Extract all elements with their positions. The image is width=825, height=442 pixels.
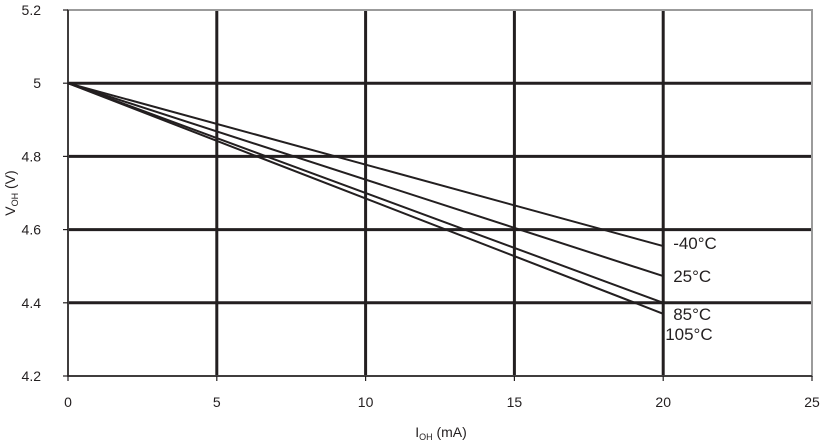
y-axis-title: VOH (V) [2,170,20,215]
series-line-1 [67,82,664,278]
series-lines [67,82,664,315]
x-tick-label-4: 20 [655,394,671,410]
y-tick-label-3: 4.8 [22,148,42,164]
series-line-0 [67,82,664,248]
plot-frame [63,9,813,381]
series-label-3: 105°C [665,325,712,344]
x-tick-label-3: 15 [507,394,523,410]
x-tick-label-0: 0 [64,394,72,410]
y-tick-label-2: 4.6 [22,222,42,238]
x-tick-label-1: 5 [213,394,221,410]
series-label-2: 85°C [673,305,711,324]
x-tick-label-2: 10 [358,394,374,410]
tick-labels: 0 5 10 15 20 25 4.2 4.4 4.6 4.8 5 5.2 [22,2,820,410]
series-label-1: 25°C [673,267,711,286]
x-axis-title: IOH (mA) [415,424,467,442]
y-tick-label-1: 4.4 [22,295,42,311]
series-label-0: -40°C [673,234,717,253]
grid-lines [68,10,812,376]
y-tick-label-4: 5 [33,75,41,91]
series-line-3 [67,82,664,315]
y-tick-label-0: 4.2 [22,368,42,384]
series-line-2 [67,82,664,304]
x-tick-label-5: 25 [804,394,820,410]
y-tick-label-5: 5.2 [22,2,42,18]
